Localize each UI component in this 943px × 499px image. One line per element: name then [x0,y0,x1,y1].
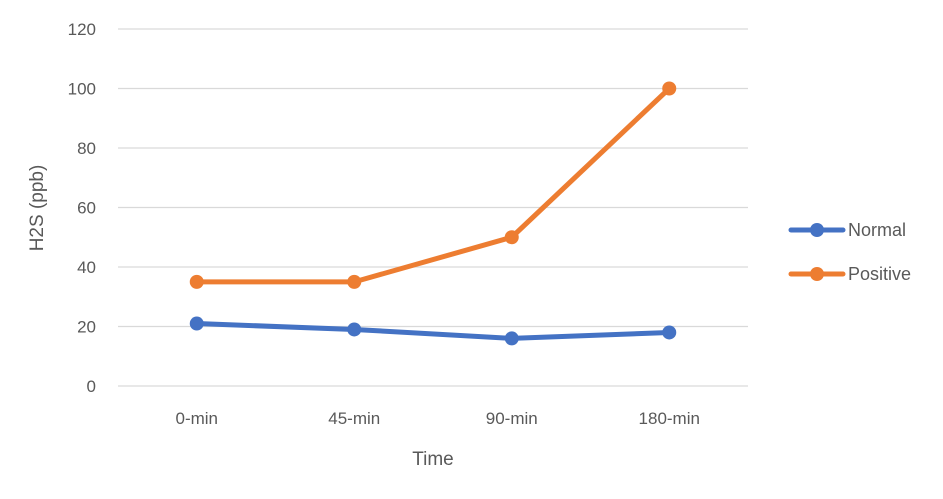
data-point-normal [504,331,519,346]
legend-label-positive: Positive [848,264,911,284]
legend: Normal Positive [788,220,911,284]
data-point-normal [189,316,204,331]
data-point-positive [504,230,519,245]
x-tick-label: 45-min [328,409,380,428]
data-point-normal [662,325,677,340]
x-tick-label: 180-min [639,409,700,428]
data-point-positive [347,274,362,289]
data-point-normal [347,322,362,337]
data-point-positive [189,274,204,289]
series-line-positive [194,86,672,285]
series-lines [189,81,677,346]
legend-marker-normal [810,223,824,237]
y-tick-label: 100 [68,80,96,99]
x-tick-label: 0-min [175,409,218,428]
legend-marker-positive [810,267,824,281]
x-axis-ticks: 0-min 45-min 90-min 180-min [175,409,699,428]
y-tick-label: 20 [77,318,96,337]
data-point-positive [662,81,677,96]
x-axis-title: Time [412,449,454,470]
y-tick-label: 40 [77,258,96,277]
series-line-normal [194,321,672,341]
y-tick-label: 80 [77,139,96,158]
y-axis-title: H2S (ppb) [27,165,48,252]
y-axis-ticks: 0 20 40 60 80 100 120 [68,20,96,396]
x-tick-label: 90-min [486,409,538,428]
legend-label-normal: Normal [848,220,906,240]
y-tick-label: 60 [77,199,96,218]
y-tick-label: 120 [68,20,96,39]
y-tick-label: 0 [87,377,96,396]
